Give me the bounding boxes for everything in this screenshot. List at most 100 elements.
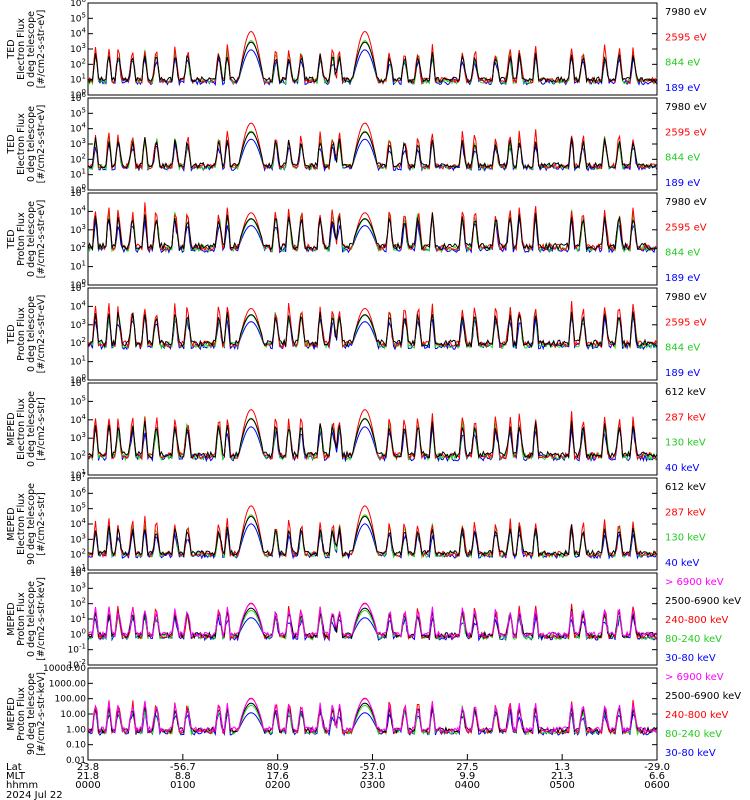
y-tick-exponent: 3 bbox=[82, 581, 86, 589]
y-tick-label: 1.00 bbox=[66, 725, 86, 735]
y-axis-label: 90 deg telescope bbox=[26, 673, 37, 755]
legend-287-kev: 287 keV bbox=[665, 507, 706, 518]
series-7980-ev bbox=[88, 213, 657, 252]
y-tick-label: 103 bbox=[70, 42, 86, 55]
y-tick-exponent: 4 bbox=[82, 413, 87, 421]
y-tick-label: 0.01 bbox=[66, 756, 86, 766]
legend-189-ev: 189 eV bbox=[665, 83, 700, 94]
y-axis-label: 0 deg telescope bbox=[26, 391, 37, 467]
y-axis-label: Electron Flux bbox=[16, 18, 27, 80]
y-tick-exponent: 5 bbox=[82, 502, 86, 510]
y-tick-label: 102 bbox=[70, 336, 86, 349]
legend-287-kev: 287 keV bbox=[665, 412, 706, 423]
y-tick-label: 103 bbox=[70, 318, 86, 331]
y-tick-exponent: 4 bbox=[82, 27, 87, 35]
y-tick-exponent: 2 bbox=[82, 597, 86, 605]
x-tick-label: 23.1 bbox=[361, 771, 383, 782]
x-tick-label: 21.3 bbox=[551, 771, 573, 782]
y-tick-label: 102 bbox=[70, 450, 86, 463]
x-tick-label: 23.8 bbox=[77, 762, 99, 773]
y-tick-label: 103 bbox=[70, 137, 86, 150]
y-axis-label: 0 deg telescope bbox=[26, 201, 37, 277]
series-7980-ev bbox=[88, 131, 657, 170]
y-tick-exponent: 3 bbox=[82, 532, 86, 540]
legend-844-ev: 844 eV bbox=[665, 343, 700, 354]
x-tick-label: 80.9 bbox=[267, 762, 289, 773]
data-layer bbox=[88, 122, 657, 173]
y-tick-label: 104 bbox=[70, 204, 86, 217]
y-tick-label: 105 bbox=[70, 106, 86, 119]
legend-844-ev: 844 eV bbox=[665, 153, 700, 164]
series-612-kev bbox=[88, 418, 657, 460]
y-axis-label: Proton Flux bbox=[16, 212, 27, 266]
y-axis-label: 0 deg telescope bbox=[26, 11, 37, 87]
y-tick-exponent: 6 bbox=[82, 486, 87, 494]
y-axis-label: [#/cm2-s-str-keV] bbox=[36, 577, 47, 661]
legend-240-800-kev: 240-800 keV bbox=[665, 710, 729, 721]
series--6900-kev bbox=[88, 603, 657, 639]
legend-2595-ev: 2595 eV bbox=[665, 317, 707, 328]
y-tick-label: 102 bbox=[70, 57, 86, 70]
legend-189-ev: 189 eV bbox=[665, 273, 700, 284]
panel-frame bbox=[87, 287, 658, 381]
y-axis-label: 0 deg telescope bbox=[26, 296, 37, 372]
y-tick-exponent: -2 bbox=[79, 658, 86, 666]
y-tick-label: 102 bbox=[70, 152, 86, 165]
legend-240-800-kev: 240-800 keV bbox=[665, 615, 729, 626]
y-tick-exponent: 3 bbox=[82, 42, 86, 50]
y-tick-exponent: 0 bbox=[82, 278, 86, 286]
y-axis-label: Electron Flux bbox=[16, 113, 27, 175]
legend-30-80-kev: 30-80 keV bbox=[665, 748, 716, 759]
legend--6900-kev: > 6900 keV bbox=[665, 672, 724, 683]
legend-7980-ev: 7980 eV bbox=[665, 292, 707, 303]
y-tick-exponent: 2 bbox=[82, 241, 86, 249]
y-tick-exponent: 4 bbox=[82, 122, 87, 130]
x-row-label-hhmm: hhmm bbox=[6, 780, 38, 791]
y-tick-label: 105 bbox=[70, 394, 86, 407]
x-tick-label: 0500 bbox=[549, 780, 574, 791]
legend-2500-6900-kev: 2500-6900 keV bbox=[665, 596, 741, 607]
y-axis-label: TED bbox=[6, 39, 17, 59]
x-row-label-mlt: MLT bbox=[6, 771, 26, 782]
y-axis-label: [#/cm2-s-str-eV] bbox=[36, 10, 47, 89]
y-tick-exponent: 5 bbox=[82, 186, 86, 194]
y-tick-exponent: 4 bbox=[82, 566, 87, 574]
y-axis-label: 0 deg telescope bbox=[26, 581, 37, 657]
y-tick-exponent: 0 bbox=[82, 88, 86, 96]
data-layer bbox=[88, 697, 657, 737]
y-tick-exponent: 5 bbox=[82, 11, 86, 19]
x-row-label-lat: Lat bbox=[6, 762, 22, 773]
y-tick-exponent: 1 bbox=[82, 168, 86, 176]
panel-frame bbox=[87, 192, 658, 286]
y-tick-exponent: 2 bbox=[82, 450, 86, 458]
x-tick-label: -56.7 bbox=[170, 762, 196, 773]
y-tick-exponent: -1 bbox=[79, 643, 86, 651]
x-tick-label: 0200 bbox=[265, 780, 290, 791]
y-axis-label: Electron Flux bbox=[16, 493, 27, 555]
x-tick-label: 0000 bbox=[75, 780, 100, 791]
y-tick-label: 100.00 bbox=[55, 695, 87, 705]
y-tick-exponent: 0 bbox=[82, 373, 86, 381]
y-tick-label: 103 bbox=[70, 223, 86, 236]
y-tick-exponent: 1 bbox=[82, 355, 86, 363]
y-axis-label: TED bbox=[6, 134, 17, 154]
panel-8: 0.01 0.10 1.00 10.00 100.00 1000.00 10000.00 ME… bbox=[6, 664, 741, 766]
legend--6900-kev: > 6900 keV bbox=[665, 577, 724, 588]
series-612-kev bbox=[88, 515, 657, 558]
x-tick-label: 8.8 bbox=[175, 771, 191, 782]
x-tick-label: 21.8 bbox=[77, 771, 99, 782]
y-tick-label: 104 bbox=[70, 517, 86, 530]
y-tick-exponent: 1 bbox=[82, 612, 86, 620]
y-tick-exponent: 3 bbox=[82, 223, 86, 231]
data-layer bbox=[88, 505, 657, 560]
y-tick-label: 102 bbox=[70, 241, 86, 254]
y-axis-label: Proton Flux bbox=[16, 307, 27, 361]
y-tick-exponent: 1 bbox=[82, 563, 86, 571]
y-tick-exponent: 1 bbox=[82, 468, 86, 476]
